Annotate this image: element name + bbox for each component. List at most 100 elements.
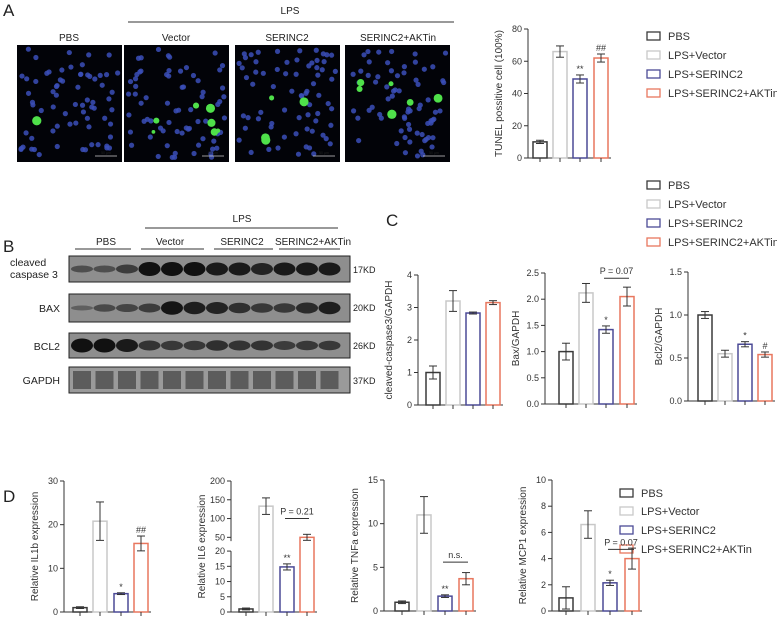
nucleus: [369, 104, 375, 110]
nucleus: [413, 77, 419, 83]
bar-lps-serinc2: [437, 595, 453, 612]
band: [228, 262, 251, 276]
legend-swatch-vector: [619, 506, 634, 516]
nucleus: [126, 112, 132, 118]
nucleus: [328, 122, 334, 128]
nucleus: [164, 100, 171, 106]
nucleus: [350, 108, 357, 114]
nucleus: [147, 134, 153, 140]
nucleus: [430, 135, 436, 141]
band: [140, 371, 159, 389]
nucleus: [127, 78, 134, 85]
legend-swatch-serinc2: [646, 69, 661, 79]
y-tick-label: 15: [368, 475, 378, 485]
nucleus: [160, 128, 166, 134]
y-tick-label: 2.5: [526, 268, 539, 278]
band: [208, 371, 226, 389]
y-tick-label: 60: [512, 56, 522, 66]
nucleus: [415, 81, 421, 87]
nucleus: [258, 109, 264, 115]
nucleus: [329, 52, 335, 58]
nucleus: [29, 146, 35, 152]
legend-text: LPS+Vector: [641, 506, 700, 518]
y-axis-label: Bcl2/GAPDH: [654, 308, 665, 366]
legend-text: LPS+SERINC2+AKTin: [668, 237, 777, 249]
band: [206, 340, 228, 351]
band: [185, 371, 204, 389]
bar-lps-serinc2-aktin: [593, 57, 609, 159]
nucleus: [164, 143, 170, 149]
nucleus: [297, 48, 303, 54]
bar-lps-serinc2: [113, 592, 129, 613]
nucleus: [243, 74, 250, 81]
image-label-vector: Vector: [162, 33, 191, 44]
nucleus: [80, 109, 87, 115]
nucleus: [99, 82, 105, 88]
y-tick-label: 10: [215, 577, 225, 587]
band: [93, 304, 116, 312]
nucleus: [25, 46, 31, 52]
tunel-positive-cell: [207, 118, 216, 127]
nucleus: [95, 142, 101, 148]
chart-mcp1: 0 2 4 6 8 10 Relative MCP1 expression * P = 0.07: [518, 475, 642, 616]
band: [318, 301, 341, 315]
band: [93, 265, 116, 273]
nucleus: [396, 88, 402, 94]
legend-text: LPS+Vector: [668, 50, 727, 62]
nucleus: [358, 68, 364, 74]
y-tick-label: 0: [373, 606, 378, 616]
band: [71, 338, 93, 353]
western-blots: [68, 255, 351, 394]
tunel-positive-cell: [387, 109, 397, 119]
nucleus: [66, 49, 72, 56]
comparison-label: P = 0.07: [600, 266, 634, 276]
tunel-positive-cell: [388, 81, 394, 87]
y-tick-label: 1.5: [526, 320, 539, 330]
nucleus: [164, 71, 170, 78]
nucleus: [50, 128, 56, 134]
protein-label-bax: BAX: [39, 303, 60, 315]
band: [71, 265, 93, 273]
nucleus: [172, 150, 178, 156]
nucleus: [319, 67, 325, 73]
nucleus: [376, 49, 382, 55]
bar-lps-serinc2: [737, 343, 753, 402]
nucleus: [20, 144, 26, 150]
nucleus: [314, 57, 320, 64]
nucleus: [62, 111, 68, 117]
nucleus: [107, 134, 114, 140]
tunel-images: 50 μm 50 μm 50 μm 50 μm: [17, 45, 450, 162]
tunel-positive-cell: [192, 102, 200, 109]
tunel-positive-cell: [32, 116, 42, 126]
bar-lps-serinc2: [602, 582, 618, 612]
nucleus: [53, 83, 60, 90]
nucleus: [148, 118, 154, 124]
y-tick-label: 3: [407, 303, 412, 313]
bar-lps-serinc2-aktin: [133, 542, 149, 613]
nucleus: [372, 79, 379, 85]
nucleus: [350, 71, 356, 77]
lane-label-aktin: SERINC2+AKTin: [275, 237, 351, 248]
nucleus: [106, 52, 112, 58]
tunel-positive-cell: [210, 128, 219, 136]
y-tick-label: 8: [541, 501, 546, 511]
y-axis-label: Relative MCP1 expression: [518, 487, 529, 605]
tunel-positive-cell: [356, 85, 363, 92]
band: [183, 301, 206, 315]
legend-swatch-pbs: [619, 488, 634, 498]
y-tick-label: 50: [215, 532, 225, 542]
nucleus: [274, 48, 281, 54]
nucleus: [398, 128, 404, 134]
nucleus: [419, 131, 425, 138]
nucleus: [191, 150, 197, 157]
nucleus: [155, 46, 162, 53]
nucleus: [315, 110, 321, 117]
significance-mark: *: [743, 331, 747, 341]
nucleus: [253, 69, 259, 75]
scale-bar-label: 50 μm: [208, 151, 218, 155]
band: [273, 303, 296, 313]
nucleus: [133, 83, 139, 89]
tunel-positive-cell: [406, 99, 414, 106]
significance-mark: **: [576, 64, 584, 74]
band: [161, 262, 183, 276]
